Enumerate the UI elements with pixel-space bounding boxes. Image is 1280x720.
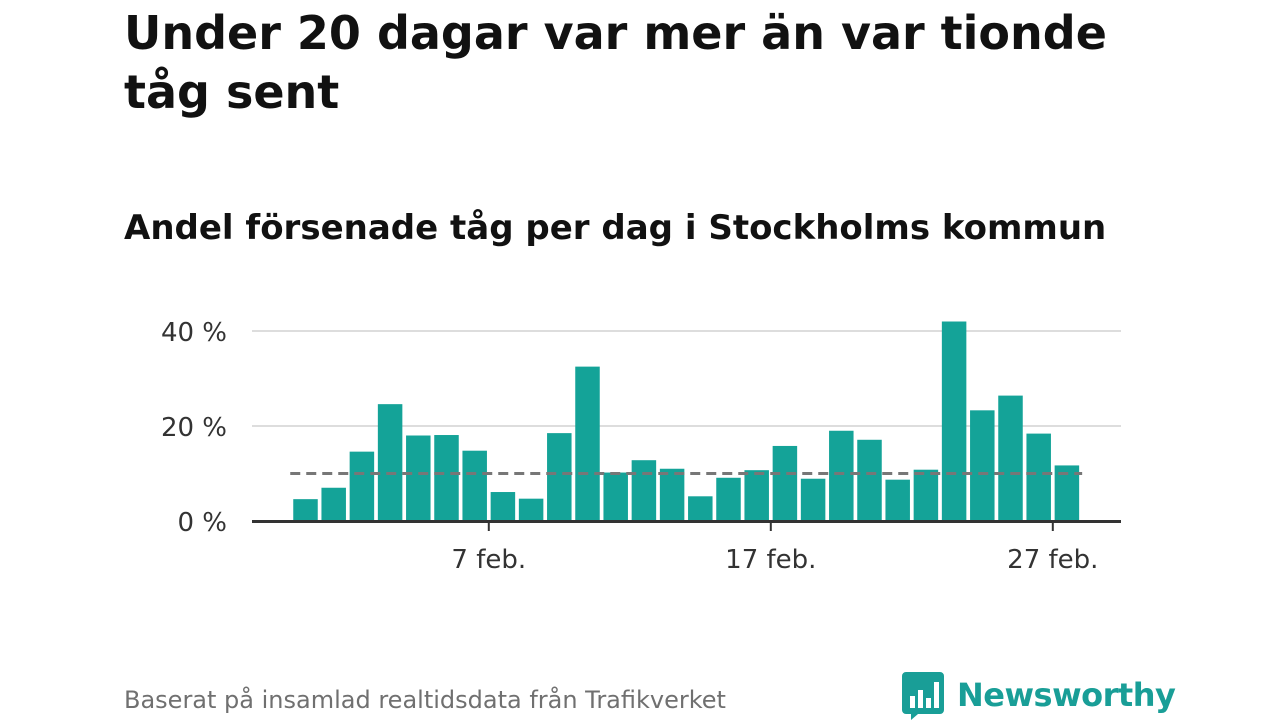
x-tick-label: 7 feb.: [451, 545, 526, 575]
bar: [744, 470, 769, 521]
bar: [772, 445, 798, 521]
chart-subtitle: Andel försenade tåg per dag i Stockholms…: [124, 208, 1107, 248]
bar: [631, 460, 657, 521]
x-tick-label: 27 feb.: [1007, 545, 1098, 575]
bar: [293, 499, 318, 521]
y-tick-label: 0 %: [177, 508, 227, 538]
brand-logo: Newsworthy: [902, 670, 1176, 720]
bar: [659, 468, 685, 521]
bar: [885, 479, 910, 521]
y-tick-label: 20 %: [161, 413, 227, 443]
bar: [603, 472, 628, 521]
bar: [688, 496, 713, 521]
bar: [575, 366, 600, 521]
bar: [547, 433, 572, 521]
bar: [434, 435, 459, 521]
bar: [913, 469, 939, 521]
y-axis-ticks: 0 % 20 % 40 %: [161, 318, 227, 538]
brand-name: Newsworthy: [957, 676, 1176, 714]
x-axis-ticks: 7 feb. 17 feb. 27 feb.: [451, 521, 1098, 575]
bar: [462, 450, 487, 521]
bar: [490, 492, 516, 521]
bar: [998, 395, 1023, 521]
y-tick-label: 40 %: [161, 318, 227, 348]
bars: [293, 321, 1080, 521]
bar: [349, 451, 375, 521]
bar: [941, 321, 967, 521]
source-note: Baserat på insamlad realtidsdata från Tr…: [124, 686, 726, 714]
bar: [970, 410, 995, 521]
newsworthy-logo-icon: [902, 672, 944, 720]
bar: [857, 439, 882, 521]
bar: [321, 487, 346, 521]
bar: [800, 478, 826, 521]
bar: [716, 477, 741, 521]
chart-title: Under 20 dagar var mer än var tionde tåg…: [124, 6, 1107, 119]
bar: [518, 498, 544, 521]
bar: [377, 404, 403, 521]
x-tick-label: 17 feb.: [725, 545, 816, 575]
bar: [1026, 433, 1051, 521]
bar: [829, 430, 854, 521]
bar: [406, 435, 431, 521]
